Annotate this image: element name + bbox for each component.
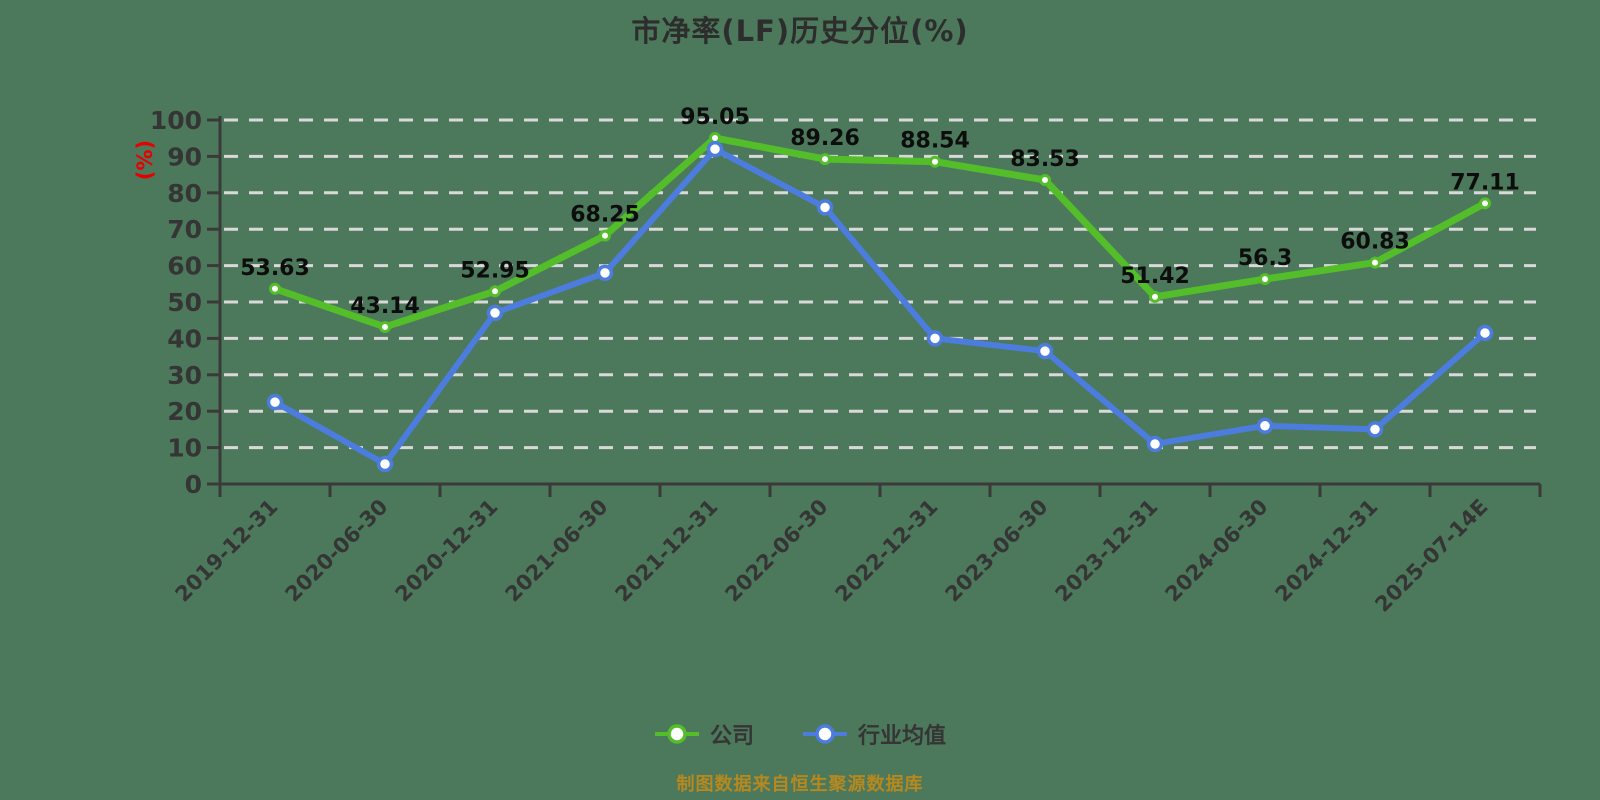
- data-point-industry-average[interactable]: [926, 330, 944, 347]
- legend-item-company[interactable]: 公司: [654, 718, 754, 750]
- data-label-company: 53.63: [240, 256, 310, 281]
- data-point-company[interactable]: [599, 229, 611, 242]
- data-label-company: 88.54: [900, 129, 970, 154]
- data-label-company: 43.14: [350, 294, 420, 319]
- data-label-company: 52.95: [460, 258, 530, 283]
- data-point-industry-average[interactable]: [1146, 435, 1164, 453]
- legend: 公司 行业均值: [0, 716, 1600, 752]
- data-point-company[interactable]: [819, 153, 831, 166]
- data-point-company[interactable]: [929, 155, 941, 168]
- y-axis-label: 0: [185, 470, 202, 499]
- y-axis-unit-label: (%): [133, 140, 157, 180]
- data-label-company: 95.05: [680, 105, 750, 130]
- data-label-company: 60.83: [1340, 230, 1410, 255]
- legend-item-industry-average[interactable]: 行业均值: [802, 718, 946, 750]
- data-point-company[interactable]: [379, 320, 391, 333]
- data-point-industry-average[interactable]: [1366, 421, 1384, 438]
- x-axis-label: 2023-06-30: [941, 495, 1053, 607]
- x-axis-label: 2022-12-31: [831, 495, 943, 607]
- y-axis-label: 80: [167, 179, 202, 208]
- data-point-industry-average[interactable]: [816, 199, 834, 216]
- data-point-company[interactable]: [1369, 256, 1381, 269]
- series-line-company: [271, 134, 1489, 331]
- data-point-company[interactable]: [1039, 173, 1051, 186]
- y-axis-label: 70: [167, 215, 202, 244]
- x-axis-label: 2020-06-30: [281, 495, 393, 607]
- y-axis-label: 10: [167, 434, 202, 463]
- data-point-industry-average[interactable]: [706, 140, 724, 158]
- y-axis-label: 60: [167, 252, 202, 281]
- chart-title: 市净率(LF)历史分位(%): [631, 14, 969, 48]
- data-label-company: 83.53: [1010, 147, 1080, 172]
- y-axis-label: 40: [167, 324, 202, 353]
- data-point-company[interactable]: [1259, 273, 1271, 286]
- x-axis-label: 2020-12-31: [391, 495, 503, 607]
- x-axis-label: 2025-07-14E: [1370, 495, 1492, 617]
- x-axis-label: 2024-06-30: [1161, 495, 1273, 607]
- legend-label-company: 公司: [709, 724, 754, 749]
- data-point-industry-average[interactable]: [266, 393, 284, 411]
- legend-circle-industry-average: [815, 724, 835, 744]
- x-axis-label: 2021-06-30: [501, 495, 613, 607]
- y-axis-label: 100: [150, 106, 202, 135]
- x-axis-label: 2024-12-31: [1271, 495, 1383, 607]
- x-axis-label: 2019-12-31: [171, 495, 283, 607]
- data-label-company: 68.25: [570, 203, 640, 228]
- data-source-note: 制图数据来自恒生聚源数据库: [676, 774, 924, 795]
- data-point-industry-average[interactable]: [1476, 324, 1494, 342]
- legend-marker-company-icon: [654, 724, 699, 744]
- data-point-company[interactable]: [1479, 197, 1491, 210]
- series-line-industry-average: [272, 146, 1488, 467]
- legend-label-industry-average: 行业均值: [858, 724, 947, 749]
- data-point-industry-average[interactable]: [376, 455, 394, 473]
- data-point-industry-average[interactable]: [596, 264, 614, 282]
- legend-circle-company: [667, 724, 687, 744]
- data-label-company: 77.11: [1450, 170, 1520, 195]
- x-axis-label: 2023-12-31: [1051, 495, 1163, 607]
- x-axis-label: 2022-06-30: [721, 495, 833, 607]
- y-axis-label: 20: [167, 397, 202, 426]
- data-point-company[interactable]: [1149, 290, 1161, 303]
- data-point-industry-average[interactable]: [1036, 342, 1054, 360]
- y-axis-label: 90: [167, 142, 202, 171]
- data-point-industry-average[interactable]: [486, 304, 504, 322]
- legend-marker-industry-average-icon: [803, 724, 847, 744]
- data-point-industry-average[interactable]: [1256, 417, 1274, 435]
- y-axis-label: 30: [167, 361, 202, 390]
- data-label-company: 89.26: [790, 126, 860, 151]
- data-point-company[interactable]: [489, 285, 501, 298]
- data-label-company: 56.3: [1238, 246, 1292, 271]
- data-label-company: 51.42: [1120, 264, 1190, 289]
- y-axis-label: 50: [167, 288, 202, 317]
- data-point-company[interactable]: [269, 282, 281, 295]
- x-axis-label: 2021-12-31: [611, 495, 723, 607]
